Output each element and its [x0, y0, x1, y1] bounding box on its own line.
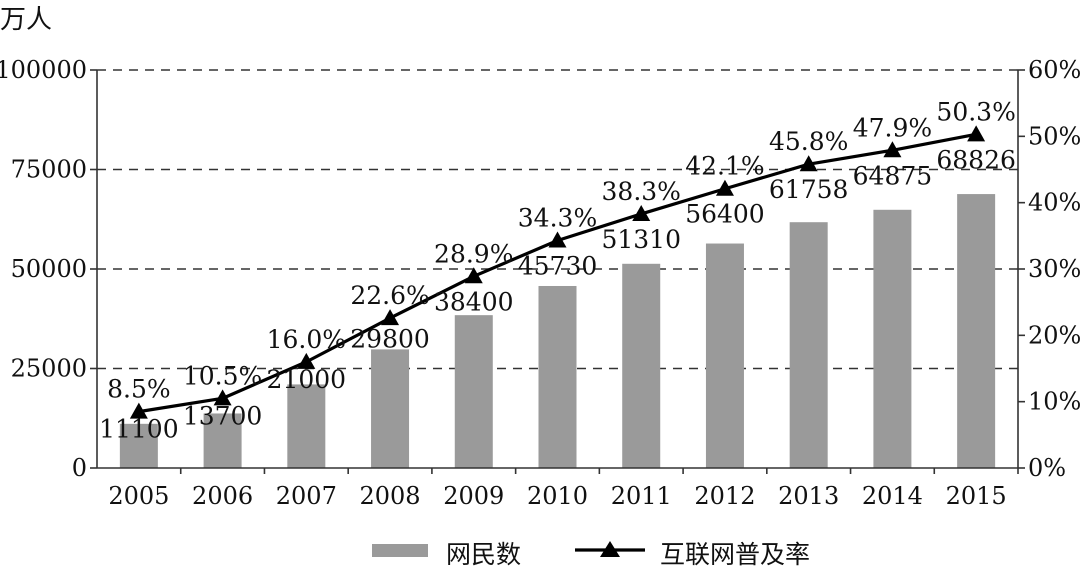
left-axis-tick-label: 25000: [11, 355, 87, 383]
rate-data-label: 47.9%: [853, 113, 932, 142]
left-axis-unit-label: 万人: [0, 5, 52, 35]
rate-data-label: 22.6%: [350, 281, 429, 310]
legend-bar-swatch: [372, 544, 428, 557]
right-axis-tick-label: 10%: [1028, 388, 1081, 416]
bar-data-label: 38400: [434, 287, 514, 316]
rate-marker-2015: [967, 125, 986, 142]
bar-2006: [203, 413, 242, 468]
x-axis-tick-label: 2007: [276, 482, 337, 510]
x-axis-tick-label: 2014: [862, 482, 923, 510]
rate-marker-2008: [381, 309, 400, 326]
rate-marker-2005: [129, 402, 148, 419]
bar-2005: [119, 423, 158, 468]
legend-line-label: 互联网普及率: [660, 540, 810, 569]
rate-data-label: 38.3%: [602, 177, 681, 206]
x-axis-tick-label: 2012: [694, 482, 755, 510]
x-axis-tick-label: 2005: [108, 482, 169, 510]
rate-data-label: 10.5%: [183, 361, 262, 390]
legend: 网民数 互联网普及率: [372, 540, 810, 569]
rate-line-series: [129, 125, 986, 419]
rate-data-label: 8.5%: [107, 375, 171, 404]
x-axis-tick-label: 2015: [946, 482, 1007, 510]
rate-marker-2011: [632, 204, 651, 221]
x-axis-tick-label: 2006: [192, 482, 253, 510]
bar-data-label: 56400: [685, 200, 765, 229]
right-axis-tick-label: 20%: [1028, 321, 1081, 349]
rate-data-label: 16.0%: [267, 325, 346, 354]
left-axis-tick-label: 75000: [11, 156, 87, 184]
rate-marker-2006: [213, 389, 232, 406]
rate-data-label: 34.3%: [518, 203, 597, 232]
bar-2008: [371, 349, 410, 468]
rate-marker-2014: [883, 141, 902, 158]
bar-data-label: 13700: [183, 401, 263, 430]
bar-data-label: 64875: [853, 161, 933, 190]
bar-series: [119, 194, 996, 469]
bar-2010: [538, 285, 577, 468]
x-axis-tick-label: 2013: [778, 482, 839, 510]
bar-data-label: 51310: [601, 225, 681, 254]
bar-2009: [454, 315, 493, 468]
right-axis-tick-label: 40%: [1028, 189, 1081, 217]
right-axis-tick-label: 60%: [1028, 56, 1081, 84]
x-axis-tick-label: 2009: [443, 482, 504, 510]
bar-data-label: 61758: [769, 175, 849, 204]
rate-data-label: 50.3%: [936, 97, 1015, 126]
left-axis-tick-label: 100000: [0, 56, 87, 84]
bar-data-label: 45730: [518, 251, 598, 280]
bar-2007: [287, 384, 326, 468]
x-axis-tick-label: 2010: [527, 482, 588, 510]
x-axis-tick-label: 2011: [611, 482, 672, 510]
bar-2015: [957, 194, 996, 469]
bar-data-label: 68826: [936, 145, 1016, 174]
bar-2013: [789, 222, 828, 468]
rate-data-label: 45.8%: [769, 127, 848, 156]
rate-data-label: 42.1%: [685, 152, 764, 181]
left-axis-tick-label: 50000: [11, 255, 87, 283]
rate-marker-2007: [297, 352, 316, 369]
bar-2014: [873, 209, 912, 469]
axes: 0 25000 50000 75000 100000 0% 10% 20% 30% 40% 50% 6…: [0, 56, 1081, 510]
bar-data-label: 21000: [267, 365, 347, 394]
bar-2012: [705, 243, 744, 468]
left-axis-tick-label: 0: [72, 454, 87, 482]
rate-marker-2012: [715, 179, 734, 196]
rate-data-label: 28.9%: [434, 239, 513, 268]
x-axis-tick-label: 2008: [360, 482, 421, 510]
right-axis-tick-label: 50%: [1028, 122, 1081, 150]
bar-2011: [622, 263, 661, 468]
right-axis-tick-label: 30%: [1028, 255, 1081, 283]
legend-triangle-marker-icon: [600, 541, 620, 557]
legend-bar-label: 网民数: [446, 540, 521, 569]
bar-data-label: 11100: [99, 415, 179, 444]
rate-marker-2010: [548, 231, 567, 248]
rate-marker-2009: [464, 267, 483, 284]
right-axis-tick-label: 0%: [1028, 454, 1066, 482]
rate-marker-2013: [799, 155, 818, 172]
bar-data-label: 29800: [350, 324, 430, 353]
